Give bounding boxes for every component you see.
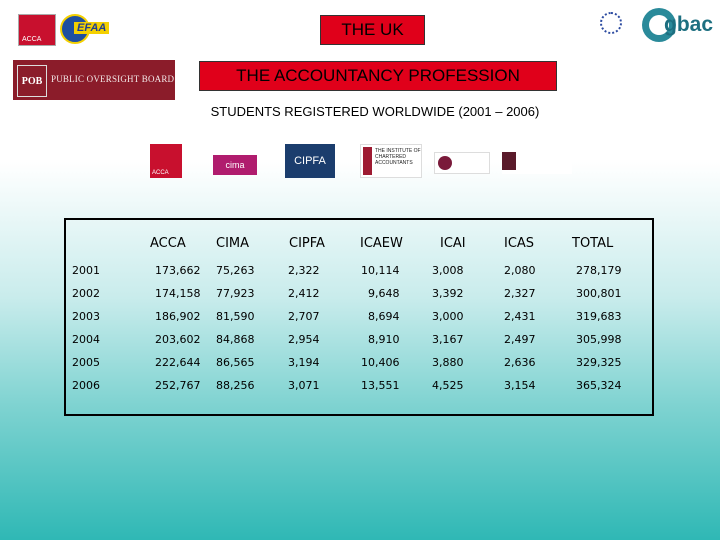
- cell-acca: 173,662: [155, 264, 201, 277]
- cell-icaew: 10,114: [361, 264, 400, 277]
- cell-acca: 186,902: [155, 310, 201, 323]
- cell-icai: 3,000: [432, 310, 464, 323]
- gbac-logo-text: gbac: [664, 13, 714, 36]
- cell-icas: 3,154: [504, 379, 536, 392]
- row-year: 2005: [72, 356, 100, 369]
- cell-icai: 3,392: [432, 287, 464, 300]
- cell-acca: 222,644: [155, 356, 201, 369]
- row-year: 2004: [72, 333, 100, 346]
- col-header-icai: ICAI: [440, 236, 466, 251]
- col-header-total: TOTAL: [572, 236, 614, 251]
- cell-acca: 203,602: [155, 333, 201, 346]
- row-year: 2003: [72, 310, 100, 323]
- cell-cima: 84,868: [216, 333, 255, 346]
- cell-icai: 3,167: [432, 333, 464, 346]
- col-header-icaew: ICAEW: [360, 236, 403, 251]
- page-title: THE UK: [320, 15, 425, 45]
- cell-total: 319,683: [576, 310, 622, 323]
- icas-logo: [502, 150, 572, 174]
- icaew-logo: THE INSTITUTE OF CHARTERED ACCOUNTANTS: [360, 144, 422, 178]
- cell-icas: 2,636: [504, 356, 536, 369]
- cell-icai: 3,008: [432, 264, 464, 277]
- cell-icai: 3,880: [432, 356, 464, 369]
- acca-logo: ACCA: [150, 144, 182, 178]
- gbac-logo: gbac: [642, 8, 714, 44]
- cell-total: 305,998: [576, 333, 622, 346]
- icai-logo: [434, 152, 490, 174]
- cell-cipfa: 3,071: [288, 379, 320, 392]
- page-heading: THE ACCOUNTANCY PROFESSION: [199, 61, 557, 91]
- acca-logo-small: ACCA: [18, 14, 56, 46]
- icaew-crest-icon: [363, 147, 372, 175]
- cell-icas: 2,327: [504, 287, 536, 300]
- efaa-logo-text: EFAA: [74, 22, 110, 34]
- col-header-icas: ICAS: [504, 236, 535, 251]
- ring-logo: [588, 12, 632, 44]
- ring-icon: [600, 12, 622, 34]
- row-year: 2002: [72, 287, 100, 300]
- icas-crest-icon: [502, 152, 516, 170]
- cell-cipfa: 3,194: [288, 356, 320, 369]
- acca-logo-text: ACCA: [152, 170, 169, 176]
- cell-cima: 86,565: [216, 356, 255, 369]
- cell-icaew: 13,551: [361, 379, 400, 392]
- cell-cima: 77,923: [216, 287, 255, 300]
- cell-cipfa: 2,412: [288, 287, 320, 300]
- cell-cipfa: 2,707: [288, 310, 320, 323]
- cell-total: 329,325: [576, 356, 622, 369]
- cell-icas: 2,431: [504, 310, 536, 323]
- students-table: [64, 218, 654, 416]
- efaa-logo: EFAA: [60, 14, 110, 44]
- acca-logo-small-text: ACCA: [22, 36, 42, 43]
- cell-cima: 88,256: [216, 379, 255, 392]
- pob-logo: POB PUBLIC OVERSIGHT BOARD: [13, 60, 175, 100]
- cell-icas: 2,497: [504, 333, 536, 346]
- cell-icaew: 8,910: [368, 333, 400, 346]
- cima-logo: cima: [213, 155, 257, 175]
- cell-acca: 252,767: [155, 379, 201, 392]
- row-year: 2001: [72, 264, 100, 277]
- pob-mark: POB: [17, 65, 47, 97]
- icai-crest-icon: [438, 156, 452, 170]
- cell-total: 278,179: [576, 264, 622, 277]
- cell-total: 300,801: [576, 287, 622, 300]
- cell-cipfa: 2,322: [288, 264, 320, 277]
- cell-total: 365,324: [576, 379, 622, 392]
- row-year: 2006: [72, 379, 100, 392]
- cell-cima: 81,590: [216, 310, 255, 323]
- cipfa-logo: CIPFA: [285, 144, 335, 178]
- cell-icaew: 9,648: [368, 287, 400, 300]
- cell-acca: 174,158: [155, 287, 201, 300]
- pob-name: PUBLIC OVERSIGHT BOARD: [51, 74, 175, 84]
- cell-icaew: 10,406: [361, 356, 400, 369]
- cell-cima: 75,263: [216, 264, 255, 277]
- col-header-cima: CIMA: [216, 236, 250, 251]
- icaew-logo-text: THE INSTITUTE OF CHARTERED ACCOUNTANTS: [375, 148, 421, 166]
- cell-cipfa: 2,954: [288, 333, 320, 346]
- subtitle: STUDENTS REGISTERED WORLDWIDE (2001 – 20…: [210, 104, 540, 119]
- col-header-cipfa: CIPFA: [289, 236, 325, 251]
- col-header-acca: ACCA: [150, 236, 186, 251]
- cell-icaew: 8,694: [368, 310, 400, 323]
- cell-icas: 2,080: [504, 264, 536, 277]
- cell-icai: 4,525: [432, 379, 464, 392]
